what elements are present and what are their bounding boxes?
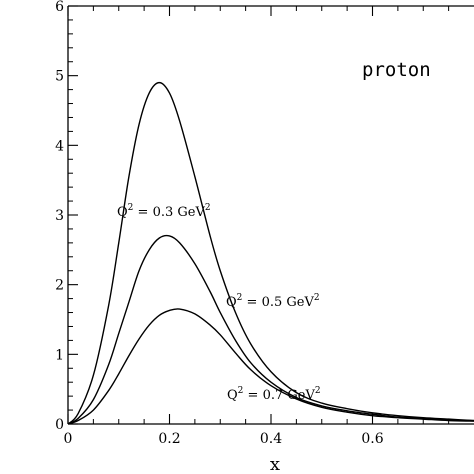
x-tick-label: 0 bbox=[64, 431, 73, 447]
annotation-q2-0-5: Q2 = 0.5 GeV2 bbox=[226, 293, 320, 310]
proton-label: proton bbox=[362, 59, 431, 81]
x-tick-label: 0.2 bbox=[158, 431, 180, 447]
y-tick-label: 2 bbox=[55, 278, 64, 294]
x-tick-label: 0.6 bbox=[361, 431, 383, 447]
y-tick-label: 1 bbox=[55, 347, 64, 363]
x-axis-label: x bbox=[270, 454, 280, 474]
series-line-q2-0-5 bbox=[67, 234, 474, 425]
axis-labels: x proton bbox=[270, 59, 431, 474]
axis-ticks: 0 1 2 3 4 5 6 0 0.2 0.4 0.6 bbox=[55, 0, 450, 447]
series-line-q2-0-3 bbox=[67, 81, 474, 425]
y-tick-label: 0 bbox=[55, 417, 64, 433]
curve-annotations: Q2 = 0.3 GeV2 Q2 = 0.5 GeV2 Q2 = 0.7 GeV2 bbox=[117, 203, 321, 403]
y-tick-label: 4 bbox=[55, 138, 64, 154]
x-tick-label: 0.4 bbox=[260, 431, 282, 447]
y-tick-label: 5 bbox=[55, 69, 64, 85]
y-tick-label: 6 bbox=[55, 0, 64, 15]
annotation-q2-0-7: Q2 = 0.7 GeV2 bbox=[227, 386, 321, 403]
series-lines bbox=[67, 81, 474, 425]
y-tick-label: 3 bbox=[55, 208, 64, 224]
annotation-q2-0-3: Q2 = 0.3 GeV2 bbox=[117, 203, 211, 220]
series-line-q2-0-7 bbox=[67, 308, 474, 425]
